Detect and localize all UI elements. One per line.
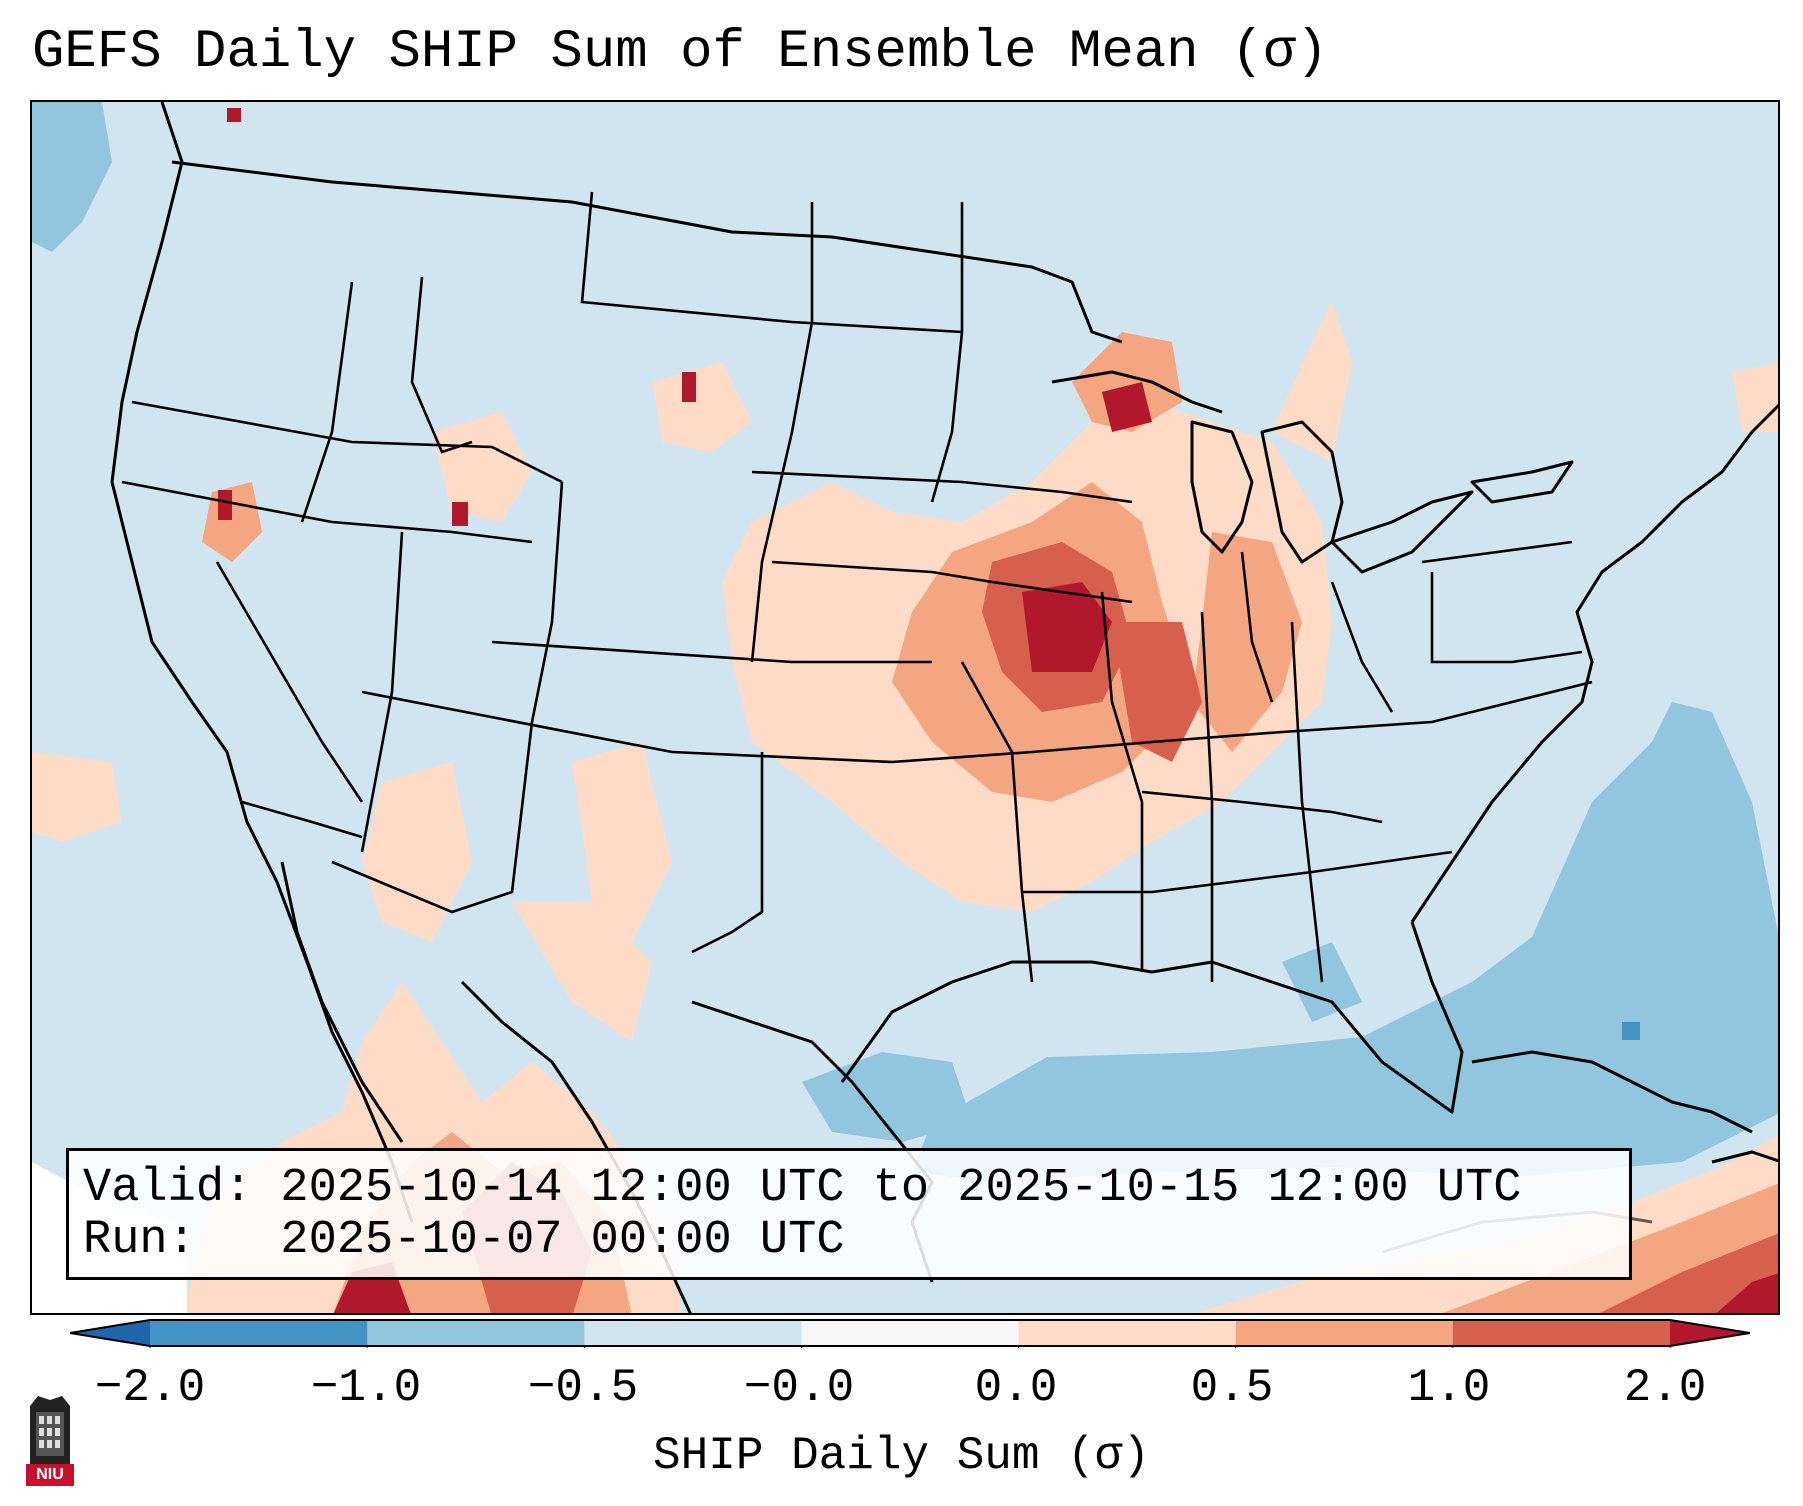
run-time-text: Run: 2025-10-07 00:00 UTC [83, 1214, 845, 1267]
colorbar-label: SHIP Daily Sum (σ) [653, 1430, 1150, 1482]
niu-tower-icon [26, 1396, 74, 1486]
colorbar-extend-high [1670, 1320, 1750, 1346]
colorbar-tick-label: −0.0 [743, 1362, 855, 1414]
colorbar-tick-label: −1.0 [310, 1362, 422, 1414]
colorbar-tick-label: 0.0 [974, 1362, 1058, 1414]
state-borders [121, 191, 1593, 983]
colorbar-tick-label: 1.0 [1407, 1362, 1491, 1414]
valid-run-info-box: Valid: 2025-10-14 12:00 UTC to 2025-10-1… [66, 1148, 1632, 1280]
niu-logo: NIU [20, 1390, 80, 1491]
colorbar-bin [801, 1320, 1020, 1346]
colorbar-bin [1452, 1320, 1671, 1346]
colorbar-tick-label: 0.5 [1190, 1362, 1274, 1414]
colorbar-bin [584, 1320, 802, 1346]
anomaly-map [32, 102, 1778, 1313]
logo-text: NIU [36, 1466, 64, 1483]
colorbar-extend-low [70, 1320, 150, 1346]
colorbar-bin [150, 1320, 368, 1346]
chart-title: GEFS Daily SHIP Sum of Ensemble Mean (σ) [32, 22, 1329, 83]
colorbar-bin [1235, 1320, 1454, 1346]
valid-time-text: Valid: 2025-10-14 12:00 UTC to 2025-10-1… [83, 1162, 1522, 1215]
colorbar-tick-label: −2.0 [94, 1362, 206, 1414]
colorbar [70, 1319, 1750, 1348]
colorbar-tick-label: −0.5 [527, 1362, 639, 1414]
colorbar-tick-label: 2.0 [1623, 1362, 1707, 1414]
colorbar-bin [1018, 1320, 1237, 1346]
map-panel [30, 100, 1780, 1315]
colorbar-bin [367, 1320, 585, 1346]
